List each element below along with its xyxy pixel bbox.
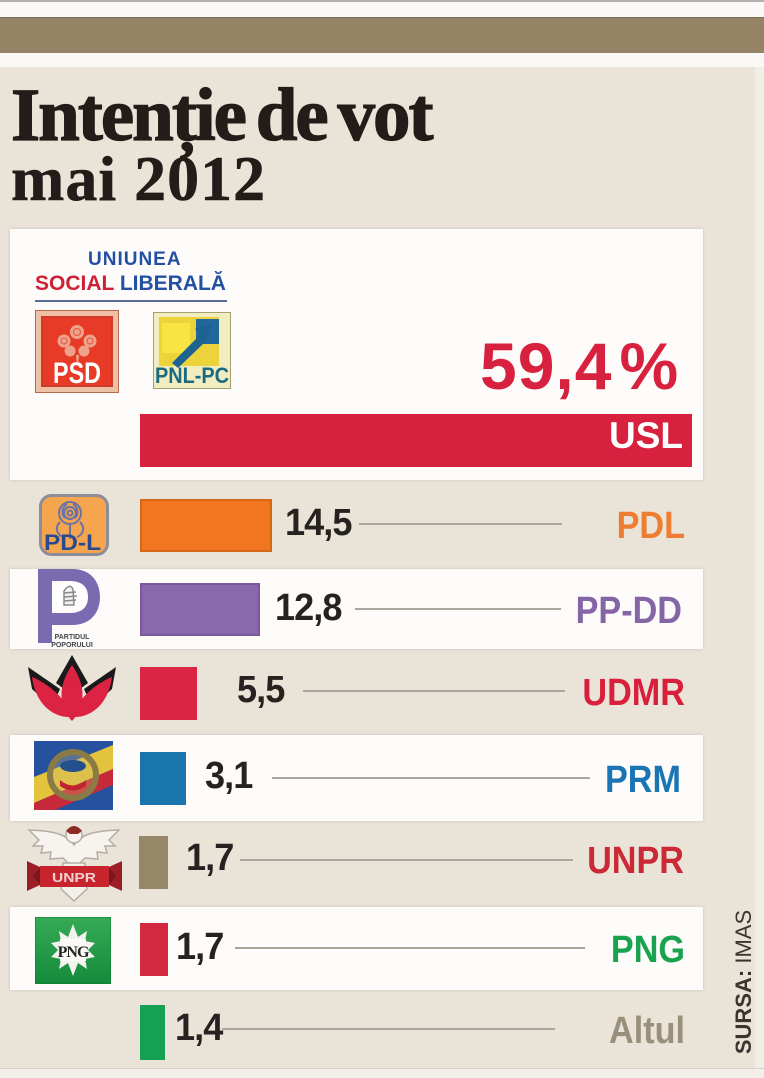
svg-text:PARTIDUL: PARTIDUL — [55, 634, 91, 641]
svg-text:PNL-PC: PNL-PC — [155, 363, 229, 388]
svg-text:POPORULUI: POPORULUI — [51, 642, 93, 649]
svg-text:PD-L: PD-L — [44, 530, 101, 555]
svg-text:UNPR: UNPR — [52, 870, 97, 885]
svg-text:PSD: PSD — [53, 357, 101, 390]
svg-text:PNG: PNG — [58, 944, 90, 961]
